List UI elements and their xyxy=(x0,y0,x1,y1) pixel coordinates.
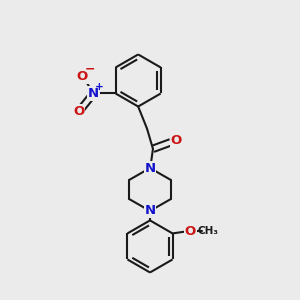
Text: N: N xyxy=(144,204,156,218)
Text: CH₃: CH₃ xyxy=(197,226,218,236)
Text: N: N xyxy=(144,161,156,175)
Text: O: O xyxy=(185,225,196,238)
Text: O: O xyxy=(73,105,84,118)
Text: O: O xyxy=(171,134,182,147)
Text: +: + xyxy=(95,82,104,92)
Text: N: N xyxy=(88,87,99,100)
Text: −: − xyxy=(85,62,95,75)
Text: O: O xyxy=(76,70,88,83)
